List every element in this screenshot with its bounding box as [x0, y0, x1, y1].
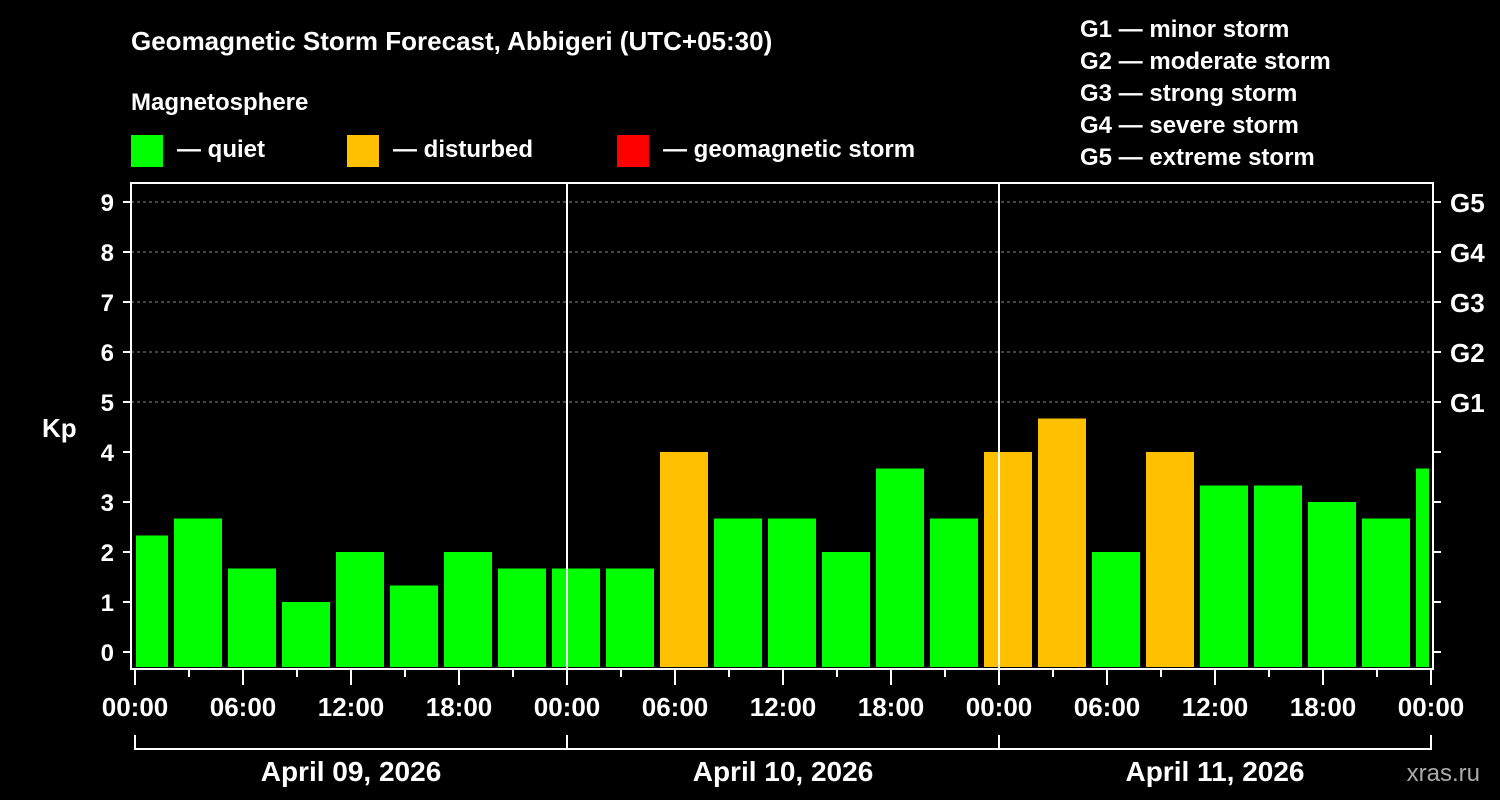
storm-level-label: G2 — [1450, 338, 1485, 368]
kp-bar — [498, 568, 546, 667]
kp-bar — [1092, 552, 1140, 667]
kp-bar — [1146, 452, 1194, 667]
y-tick-label: 6 — [101, 340, 114, 367]
x-tick-label: 00:00 — [534, 692, 601, 722]
storm-scale-item: G4 — severe storm — [1080, 112, 1299, 139]
x-tick-label: 06:00 — [1074, 692, 1141, 722]
storm-level-label: G4 — [1450, 238, 1485, 268]
kp-bar — [282, 602, 330, 667]
y-tick-label: 4 — [101, 440, 115, 467]
storm-scale-item: G5 — extreme storm — [1080, 144, 1315, 171]
x-tick-label: 00:00 — [966, 692, 1033, 722]
x-tick-label: 18:00 — [426, 692, 493, 722]
legend-label: — geomagnetic storm — [663, 136, 915, 163]
kp-bar — [136, 535, 168, 667]
storm-level-label: G5 — [1450, 188, 1485, 218]
legend-title: Magnetosphere — [131, 89, 308, 116]
x-tick-label: 12:00 — [318, 692, 385, 722]
x-tick-label: 06:00 — [210, 692, 277, 722]
y-axis-label: Kp — [42, 413, 77, 443]
y-tick-label: 7 — [101, 290, 114, 317]
kp-bar — [660, 452, 708, 667]
x-tick-label: 06:00 — [642, 692, 709, 722]
kp-bar — [714, 518, 762, 667]
y-tick-label: 1 — [101, 590, 114, 617]
date-label: April 11, 2026 — [1125, 756, 1304, 787]
x-tick-label: 00:00 — [1398, 692, 1465, 722]
storm-scale-item: G3 — strong storm — [1080, 80, 1297, 107]
storm-scale-item: G2 — moderate storm — [1080, 48, 1331, 75]
storm-level-label: G1 — [1450, 388, 1485, 418]
legend-swatch — [617, 135, 649, 167]
legend-label: — disturbed — [393, 136, 533, 163]
kp-bar — [336, 552, 384, 667]
y-tick-label: 8 — [101, 240, 114, 267]
watermark: xras.ru — [1407, 760, 1480, 787]
x-tick-label: 18:00 — [858, 692, 925, 722]
x-tick-label: 00:00 — [102, 692, 169, 722]
date-label: April 09, 2026 — [261, 756, 442, 787]
kp-bar — [1254, 485, 1302, 667]
kp-bar — [444, 552, 492, 667]
kp-bar — [1200, 485, 1248, 667]
x-tick-label: 18:00 — [1290, 692, 1357, 722]
kp-bar — [1362, 518, 1410, 667]
kp-bar — [552, 568, 600, 667]
y-tick-label: 0 — [101, 640, 114, 667]
x-tick-label: 12:00 — [1182, 692, 1249, 722]
y-tick-label: 3 — [101, 490, 114, 517]
y-tick-label: 5 — [101, 390, 114, 417]
y-tick-label: 9 — [101, 190, 114, 217]
date-label: April 10, 2026 — [693, 756, 874, 787]
kp-bar — [606, 568, 654, 667]
legend-label: — quiet — [177, 136, 265, 163]
kp-bar — [984, 452, 1032, 667]
storm-scale-item: G1 — minor storm — [1080, 16, 1289, 43]
x-tick-label: 12:00 — [750, 692, 817, 722]
kp-bar — [822, 552, 870, 667]
kp-bar — [390, 585, 438, 667]
kp-bar — [876, 468, 924, 667]
date-bracket — [134, 735, 1432, 750]
legend-swatch — [131, 135, 163, 167]
kp-bar — [174, 518, 222, 667]
kp-bar — [1308, 502, 1356, 667]
chart-title: Geomagnetic Storm Forecast, Abbigeri (UT… — [131, 26, 772, 56]
kp-bar — [1038, 418, 1086, 667]
legend-swatch — [347, 135, 379, 167]
kp-bar — [768, 518, 816, 667]
y-tick-label: 2 — [101, 540, 114, 567]
kp-bar — [930, 518, 978, 667]
kp-bar — [1416, 468, 1429, 667]
kp-bar — [228, 568, 276, 667]
storm-level-label: G3 — [1450, 288, 1485, 318]
